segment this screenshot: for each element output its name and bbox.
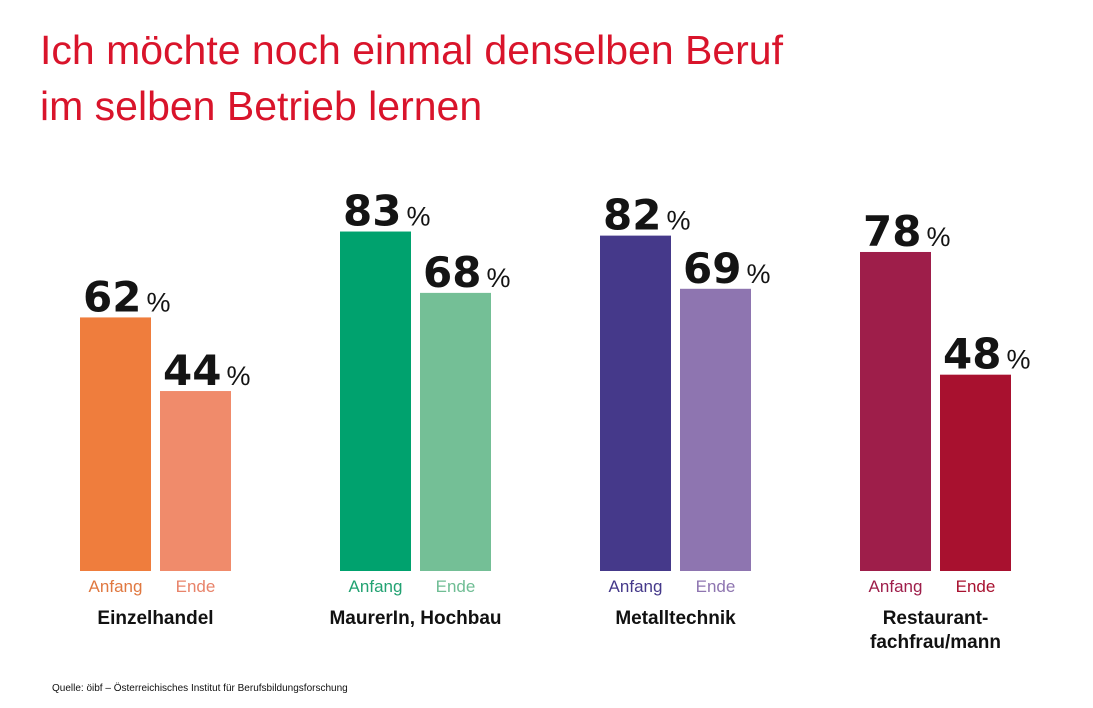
bar-1-anfang bbox=[80, 317, 151, 571]
series-label-2-anfang: Anfang bbox=[349, 577, 403, 596]
series-label-4-anfang: Anfang bbox=[869, 577, 923, 596]
percent-sign-1-anfang: % bbox=[146, 287, 170, 317]
value-label-2-anfang: 83 bbox=[343, 187, 401, 236]
source-note: Quelle: öibf – Österreichisches Institut… bbox=[52, 683, 348, 694]
series-label-3-ende: Ende bbox=[696, 577, 736, 596]
percent-sign-1-ende: % bbox=[226, 361, 250, 391]
percent-sign-3-ende: % bbox=[746, 259, 770, 289]
bar-4-anfang bbox=[860, 251, 931, 572]
series-label-2-ende: Ende bbox=[436, 577, 476, 596]
bar-3-anfang bbox=[600, 235, 671, 571]
bar-2-ende bbox=[420, 292, 491, 571]
chart-title-line-2: im selben Betrieb lernen bbox=[40, 83, 483, 129]
percent-sign-3-anfang: % bbox=[666, 206, 690, 236]
percent-sign-4-ende: % bbox=[1006, 345, 1030, 375]
category-label-3: Metalltechnik bbox=[615, 608, 736, 629]
chart-title: Ich möchte noch einmal denselben Beruf i… bbox=[40, 22, 1040, 134]
bar-2-anfang bbox=[340, 231, 411, 571]
chart-title-line-1: Ich möchte noch einmal denselben Beruf bbox=[40, 27, 784, 73]
series-label-3-anfang: Anfang bbox=[609, 577, 663, 596]
value-label-1-ende: 44 bbox=[163, 346, 221, 395]
category-label-2: MaurerIn, Hochbau bbox=[329, 608, 501, 629]
value-label-2-ende: 68 bbox=[423, 248, 481, 297]
value-label-4-ende: 48 bbox=[943, 330, 1001, 379]
percent-sign-2-anfang: % bbox=[406, 202, 430, 232]
bar-4-ende bbox=[940, 374, 1011, 571]
percent-sign-2-ende: % bbox=[486, 263, 510, 293]
category-label-4-line-1: Restaurant- bbox=[883, 608, 989, 629]
series-label-4-ende: Ende bbox=[956, 577, 996, 596]
series-label-1-anfang: Anfang bbox=[89, 577, 143, 596]
value-label-1-anfang: 62 bbox=[83, 272, 141, 321]
value-label-3-ende: 69 bbox=[683, 244, 741, 293]
category-label-4-line-2: fachfrau/mann bbox=[870, 632, 1001, 653]
category-label-1: Einzelhandel bbox=[97, 608, 213, 629]
value-label-3-anfang: 82 bbox=[603, 191, 661, 240]
bar-1-ende bbox=[160, 391, 231, 571]
series-label-1-ende: Ende bbox=[176, 577, 216, 596]
value-label-4-anfang: 78 bbox=[863, 207, 921, 256]
percent-sign-4-anfang: % bbox=[926, 222, 950, 252]
bar-3-ende bbox=[680, 288, 751, 571]
